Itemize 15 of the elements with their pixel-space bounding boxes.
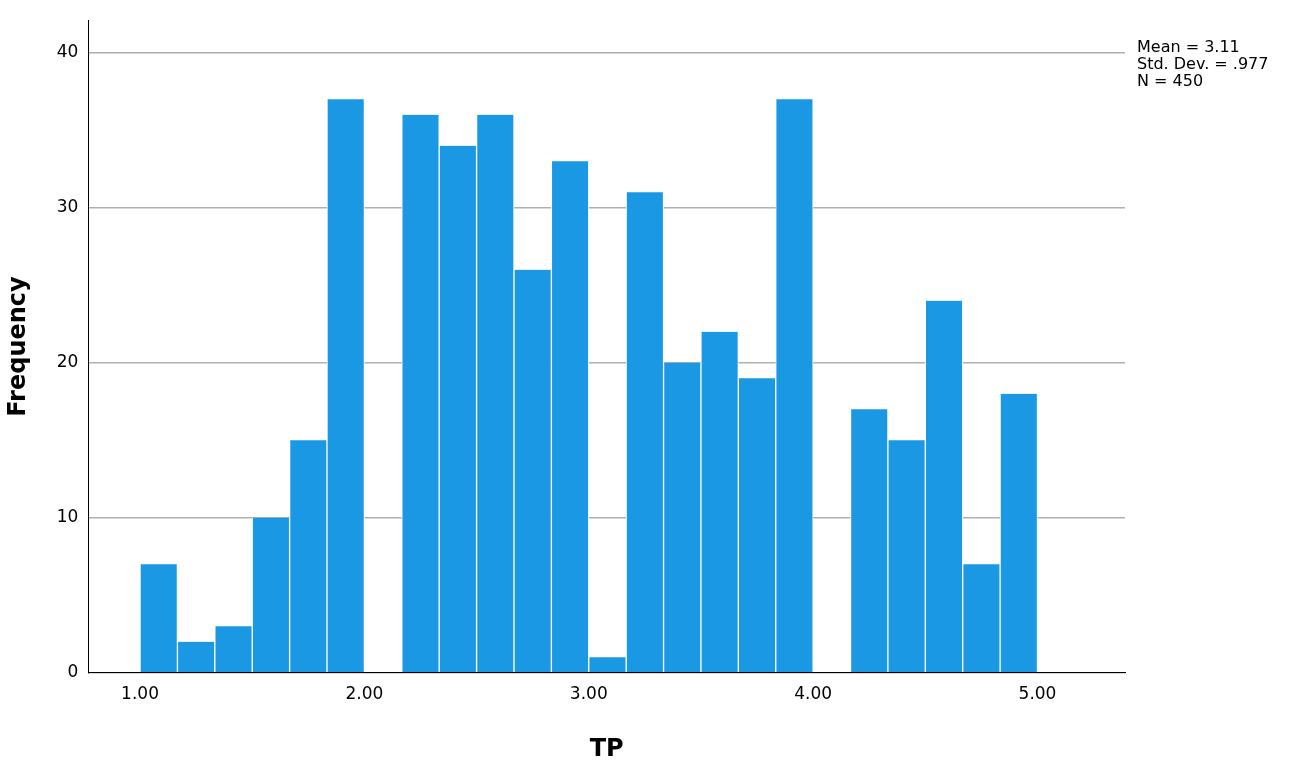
x-tick-label: 4.00 <box>794 683 833 704</box>
y-tick-label: 10 <box>56 506 79 527</box>
y-tick-label: 0 <box>67 661 79 682</box>
x-tick-label: 5.00 <box>1018 683 1057 704</box>
x-axis-title: TP <box>589 733 624 762</box>
text: Std. Dev. = .977 <box>1137 54 1269 73</box>
x-tick-label: 1.00 <box>121 683 159 704</box>
x-tick-label: 2.00 <box>345 683 384 704</box>
y-tick-label: 20 <box>56 351 79 372</box>
y-tick-label: 40 <box>56 41 79 62</box>
y-tick-label: 30 <box>56 196 79 217</box>
text: Mean = 3.11 <box>1137 37 1241 56</box>
y-axis-title: Frequency <box>2 275 31 417</box>
x-tick-label: 3.00 <box>569 683 608 704</box>
text: N = 450 <box>1137 71 1205 90</box>
